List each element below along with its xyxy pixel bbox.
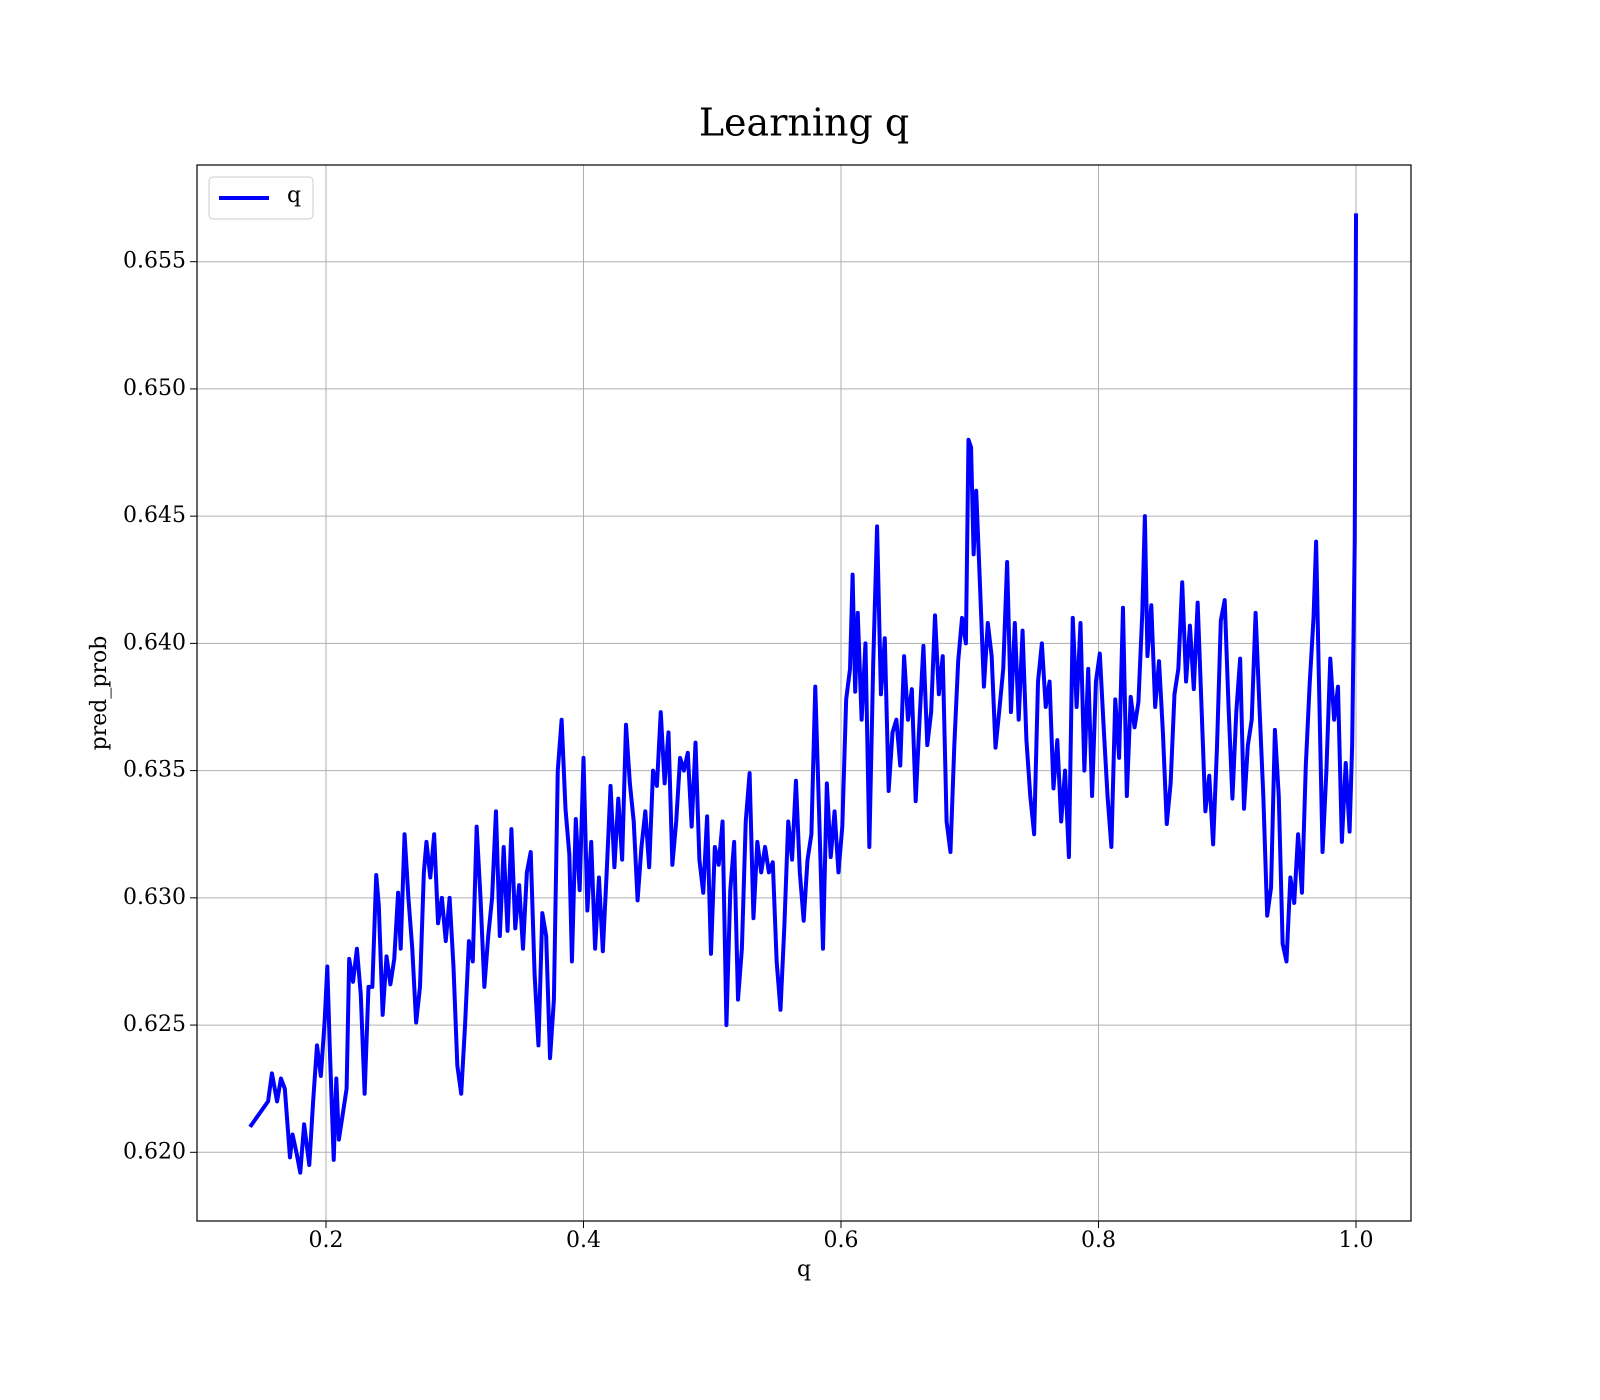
y-tick-label: 0.650	[123, 376, 186, 401]
y-tick-label: 0.645	[123, 503, 186, 528]
y-tick-label: 0.620	[123, 1139, 186, 1164]
y-tick-label: 0.625	[123, 1012, 186, 1037]
y-tick-label: 0.635	[123, 758, 186, 783]
y-axis-label: pred_prob	[87, 636, 112, 751]
x-axis-label: q	[797, 1257, 811, 1282]
x-tick-label: 0.6	[824, 1228, 859, 1253]
y-tick-label: 0.630	[123, 885, 186, 910]
y-tick-label: 0.655	[123, 249, 186, 274]
plot-frame	[196, 164, 1412, 1222]
x-tick-label: 0.8	[1081, 1228, 1116, 1253]
x-tick-label: 0.2	[309, 1228, 344, 1253]
x-tick-label: 1.0	[1339, 1228, 1374, 1253]
x-tick-label: 0.4	[566, 1228, 601, 1253]
data-line	[248, 213, 1359, 1175]
legend-label: q	[287, 183, 301, 208]
chart-title: Learning q	[699, 101, 909, 145]
y-tick-label: 0.640	[123, 630, 186, 655]
